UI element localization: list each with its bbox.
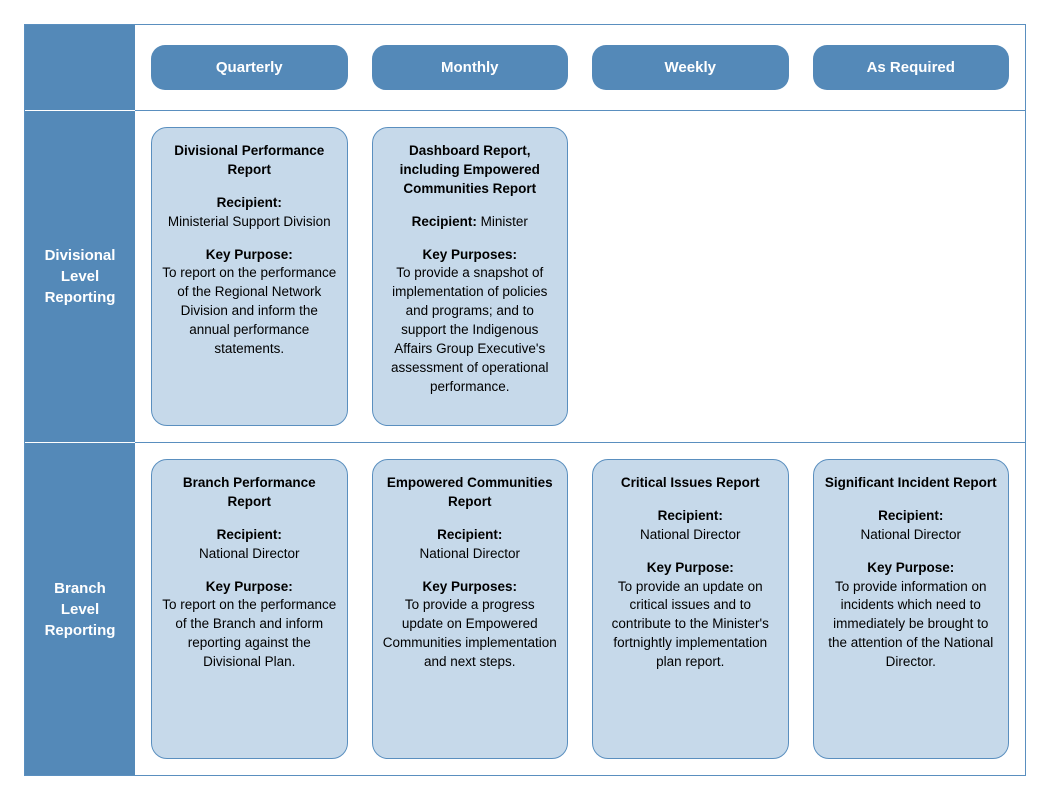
card-purpose: Key Purposes: To provide a snapshot of i… bbox=[383, 246, 558, 397]
card-recipient: Recipient: National Director bbox=[603, 507, 778, 545]
slot-divisional-as-required bbox=[813, 127, 1010, 426]
purpose-label: Key Purpose: bbox=[647, 560, 734, 575]
purpose-label: Key Purposes: bbox=[422, 579, 517, 594]
purpose-value: To report on the performance of the Regi… bbox=[162, 265, 336, 356]
card-dashboard-report: Dashboard Report, including Empowered Co… bbox=[372, 127, 569, 426]
purpose-value: To provide an update on critical issues … bbox=[612, 579, 769, 670]
card-title: Dashboard Report, including Empowered Co… bbox=[383, 142, 558, 199]
row-body-branch: Branch Performance Report Recipient: Nat… bbox=[135, 443, 1025, 775]
card-purpose: Key Purpose: To report on the performanc… bbox=[162, 578, 337, 672]
slot-divisional-monthly: Dashboard Report, including Empowered Co… bbox=[372, 127, 569, 426]
recipient-label: Recipient: bbox=[217, 527, 282, 542]
recipient-label: Recipient: bbox=[437, 527, 502, 542]
card-branch-performance-report: Branch Performance Report Recipient: Nat… bbox=[151, 459, 348, 759]
frequency-pill-as-required: As Required bbox=[813, 45, 1010, 90]
card-empowered-communities-report: Empowered Communities Report Recipient: … bbox=[372, 459, 569, 759]
recipient-label: Recipient: bbox=[412, 214, 477, 229]
frequency-pill-weekly: Weekly bbox=[592, 45, 789, 90]
slot-branch-monthly: Empowered Communities Report Recipient: … bbox=[372, 459, 569, 759]
recipient-value: National Director bbox=[419, 546, 520, 561]
recipient-value: Minister bbox=[481, 214, 528, 229]
recipient-value: National Director bbox=[640, 527, 741, 542]
recipient-value: National Director bbox=[860, 527, 961, 542]
purpose-value: To report on the performance of the Bran… bbox=[162, 597, 336, 669]
purpose-value: To provide information on incidents whic… bbox=[828, 579, 993, 670]
purpose-label: Key Purpose: bbox=[867, 560, 954, 575]
card-divisional-performance-report: Divisional Performance Report Recipient:… bbox=[151, 127, 348, 426]
card-title: Empowered Communities Report bbox=[383, 474, 558, 512]
card-purpose: Key Purpose: To report on the performanc… bbox=[162, 246, 337, 359]
recipient-value: National Director bbox=[199, 546, 300, 561]
row-label-divisional: Divisional Level Reporting bbox=[25, 111, 135, 443]
card-title: Critical Issues Report bbox=[603, 474, 778, 493]
card-critical-issues-report: Critical Issues Report Recipient: Nation… bbox=[592, 459, 789, 759]
slot-divisional-weekly bbox=[592, 127, 789, 426]
purpose-value: To provide a snapshot of implementation … bbox=[391, 265, 549, 393]
frequency-header-row: Quarterly Monthly Weekly As Required bbox=[135, 25, 1025, 111]
slot-divisional-quarterly: Divisional Performance Report Recipient:… bbox=[151, 127, 348, 426]
purpose-label: Key Purposes: bbox=[422, 247, 517, 262]
card-recipient: Recipient: National Director bbox=[383, 526, 558, 564]
recipient-label: Recipient: bbox=[878, 508, 943, 523]
card-title: Significant Incident Report bbox=[824, 474, 999, 493]
recipient-label: Recipient: bbox=[658, 508, 723, 523]
corner-cell bbox=[25, 25, 135, 111]
purpose-label: Key Purpose: bbox=[206, 247, 293, 262]
card-purpose: Key Purposes: To provide a progress upda… bbox=[383, 578, 558, 672]
recipient-value: Ministerial Support Division bbox=[168, 214, 331, 229]
card-recipient: Recipient: Ministerial Support Division bbox=[162, 194, 337, 232]
card-recipient: Recipient: Minister bbox=[383, 213, 558, 232]
card-recipient: Recipient: National Director bbox=[162, 526, 337, 564]
row-body-divisional: Divisional Performance Report Recipient:… bbox=[135, 111, 1025, 443]
slot-branch-quarterly: Branch Performance Report Recipient: Nat… bbox=[151, 459, 348, 759]
card-recipient: Recipient: National Director bbox=[824, 507, 999, 545]
purpose-value: To provide a progress update on Empowere… bbox=[383, 597, 557, 669]
purpose-label: Key Purpose: bbox=[206, 579, 293, 594]
slot-branch-weekly: Critical Issues Report Recipient: Nation… bbox=[592, 459, 789, 759]
reporting-matrix: Quarterly Monthly Weekly As Required Div… bbox=[24, 24, 1026, 776]
slot-branch-as-required: Significant Incident Report Recipient: N… bbox=[813, 459, 1010, 759]
frequency-pill-quarterly: Quarterly bbox=[151, 45, 348, 90]
frequency-pill-monthly: Monthly bbox=[372, 45, 569, 90]
card-title: Branch Performance Report bbox=[162, 474, 337, 512]
recipient-label: Recipient: bbox=[217, 195, 282, 210]
row-label-branch: Branch Level Reporting bbox=[25, 443, 135, 775]
card-significant-incident-report: Significant Incident Report Recipient: N… bbox=[813, 459, 1010, 759]
card-purpose: Key Purpose: To provide information on i… bbox=[824, 559, 999, 672]
card-purpose: Key Purpose: To provide an update on cri… bbox=[603, 559, 778, 672]
card-title: Divisional Performance Report bbox=[162, 142, 337, 180]
